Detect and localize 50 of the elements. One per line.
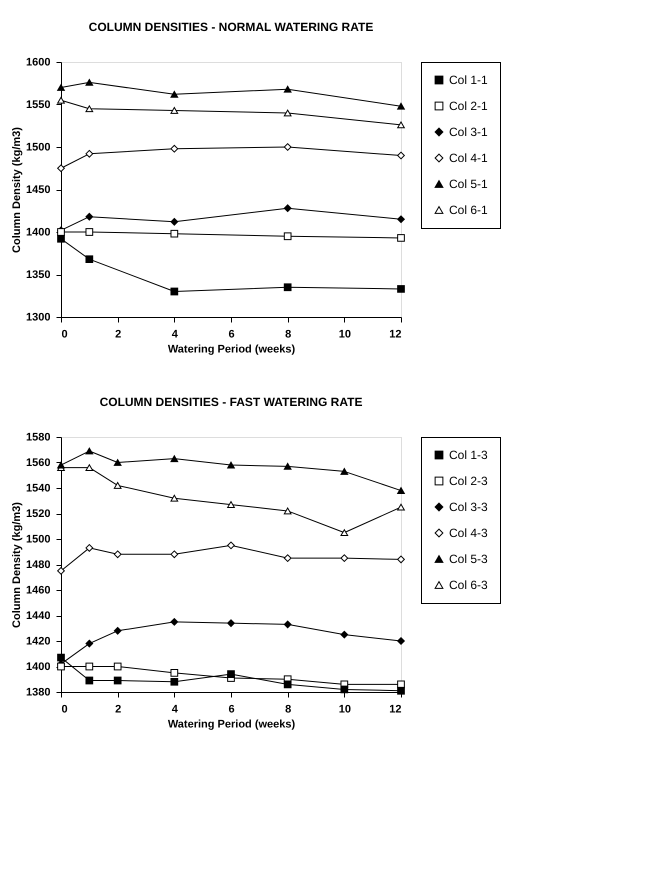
y-tick-label: 1480: [26, 559, 50, 571]
legend-label: Col 3-1: [449, 125, 488, 139]
y-tick-label: 1460: [26, 584, 50, 596]
y-tick-label: 1500: [26, 142, 50, 154]
x-axis-title: Watering Period (weeks): [168, 344, 296, 356]
y-tick-label: 1500: [26, 534, 50, 546]
y-tick-label: 1520: [26, 508, 50, 520]
legend-label: Col 5-3: [449, 552, 488, 566]
legend-label: Col 4-1: [449, 151, 488, 165]
y-tick-label: 1380: [26, 686, 50, 698]
legend-label: Col 4-3: [449, 526, 488, 540]
x-tick-label: 4: [172, 704, 179, 716]
legend-label: Col 1-3: [449, 448, 488, 462]
legend-label: Col 2-3: [449, 474, 488, 488]
legend-label: Col 1-1: [449, 73, 488, 87]
y-axis-title: Column Density (kg/m3): [11, 126, 24, 253]
x-tick-label: 8: [285, 704, 292, 716]
x-tick-label: 12: [389, 704, 402, 716]
x-tick-label: 0: [62, 704, 68, 716]
y-tick-label: 1400: [26, 226, 50, 238]
y-tick-label: 1600: [26, 56, 50, 68]
x-tick-label: 12: [389, 328, 402, 340]
x-axis-title: Watering Period (weeks): [168, 718, 296, 730]
x-tick-label: 6: [228, 704, 235, 716]
x-tick-label: 0: [62, 328, 68, 340]
x-tick-label: 10: [338, 704, 351, 716]
legend-label: Col 5-1: [449, 177, 488, 191]
y-tick-label: 1440: [26, 610, 50, 622]
y-tick-label: 1540: [26, 482, 50, 494]
y-tick-label: 1580: [26, 432, 50, 444]
chart-title: COLUMN DENSITIES - FAST WATERING RATE: [100, 395, 362, 409]
y-tick-label: 1560: [26, 457, 50, 469]
chart-title: COLUMN DENSITIES - NORMAL WATERING RATE: [88, 20, 374, 34]
legend-label: Col 6-1: [449, 203, 488, 217]
legend-label: Col 6-3: [449, 578, 488, 592]
x-tick-label: 10: [338, 328, 351, 340]
y-tick-label: 1450: [26, 184, 50, 196]
x-tick-label: 4: [172, 328, 179, 340]
y-tick-label: 1420: [26, 636, 50, 648]
legend-label: Col 2-1: [449, 99, 488, 113]
y-tick-label: 1300: [26, 312, 50, 324]
y-tick-label: 1350: [26, 269, 50, 281]
x-tick-label: 2: [115, 704, 122, 716]
x-tick-label: 8: [285, 328, 292, 340]
y-tick-label: 1550: [26, 99, 50, 111]
y-axis-title: Column Density (kg/m3): [11, 502, 24, 628]
x-tick-label: 2: [115, 328, 122, 340]
y-tick-label: 1400: [26, 661, 50, 673]
x-tick-label: 6: [228, 328, 235, 340]
legend-label: Col 3-3: [449, 500, 488, 514]
